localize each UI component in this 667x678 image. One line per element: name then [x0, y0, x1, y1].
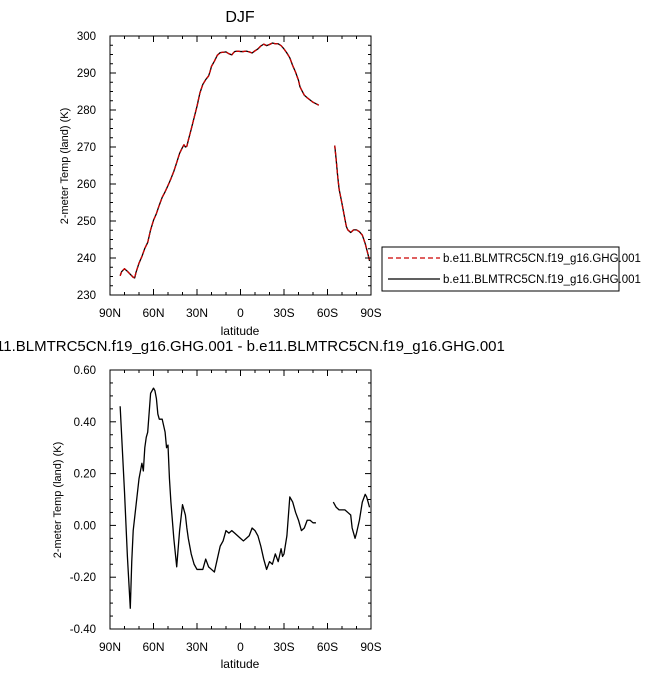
panel1-title: DJF: [225, 9, 255, 26]
panel2-ylabel: 2-meter Temp (land) (K): [52, 442, 64, 559]
panel1-ytick-label: 250: [77, 216, 96, 228]
panel2-ytick-label: 0.40: [74, 417, 96, 429]
panel1-ytick-label: 260: [77, 179, 96, 191]
panel1-tick-layer: [109, 35, 372, 296]
panel1-tick-labels: 90N 60N 30N 0 30S 60S 90S 230 240 250 260 270 280 290…: [77, 31, 382, 320]
legend-label-series-1: b.e11.BLMTRC5CN.f19_g16.GHG.001: [443, 253, 641, 265]
panel1-ytick-label: 240: [77, 253, 96, 265]
panel1-xtick-label: 60S: [317, 306, 338, 320]
panel2-ytick-label: 0.00: [74, 520, 96, 532]
panel2-xtick-label: 30S: [273, 640, 294, 654]
panel2-series-1-line-segment-1: [119, 387, 316, 609]
panel2-tick-labels: 90N 60N 30N 0 30S 60S 90S -0.40 -0.20 0.00 0.20 0.4…: [70, 365, 382, 654]
panel2-xtick-label: 60N: [142, 640, 164, 654]
panel1-ytick-label: 230: [77, 290, 96, 302]
panel2-series-layer: [119, 387, 371, 609]
panel1-ytick-label: 270: [77, 142, 96, 154]
panel2-xlabel: latitude: [221, 657, 260, 671]
panel1-ytick-label: 280: [77, 105, 96, 117]
panel2-xtick-label: 0: [237, 640, 244, 654]
panel1-series-2-line-segment-1: [119, 42, 320, 279]
panel2-xtick-label: 60S: [317, 640, 338, 654]
panel1-plot-frame: [109, 35, 372, 296]
panel1-ylabel: 2-meter Temp (land) (K): [59, 108, 71, 225]
panel2-xtick-label: 90S: [360, 640, 381, 654]
legend-label-series-2: b.e11.BLMTRC5CN.f19_g16.GHG.001: [443, 274, 641, 286]
panel1-xtick-label: 30S: [273, 306, 294, 320]
panel1-xtick-label: 90S: [360, 306, 381, 320]
panel2-ytick-label: -0.40: [70, 624, 96, 636]
panel1-xtick-label: 0: [237, 306, 244, 320]
panel-climatology: DJF 90N 60N 30N 0 30S 60S 90S 230 240 250 260 270 28…: [59, 9, 641, 338]
panel2-xtick-label: 30N: [186, 640, 208, 654]
panel2-ytick-label: 0.20: [74, 469, 96, 481]
panel-difference: b.e11.BLMTRC5CN.f19_g16.GHG.001 - b.e11.…: [0, 338, 505, 671]
panel1-series-1-line-segment-1: [119, 42, 320, 279]
panel1-series-1-line-segment-2: [334, 145, 371, 262]
panel1-series-layer: [119, 42, 371, 279]
panel1-xtick-label: 60N: [142, 306, 164, 320]
panel1-ytick-label: 290: [77, 68, 96, 80]
panel1-xtick-label: 90N: [99, 306, 121, 320]
panel1-ytick-label: 300: [77, 31, 96, 43]
panel1-xtick-label: 30N: [186, 306, 208, 320]
panel2-tick-layer: [109, 369, 372, 630]
panel1-xlabel: latitude: [221, 324, 260, 338]
legend-box: [381, 246, 620, 292]
panel2-xtick-label: 90N: [99, 640, 121, 654]
panel2-ytick-label: 0.60: [74, 365, 96, 377]
panel2-series-1-line-segment-2: [332, 493, 371, 539]
panel2-title: b.e11.BLMTRC5CN.f19_g16.GHG.001 - b.e11.…: [0, 338, 505, 355]
panel1-series-2-line-segment-2: [334, 145, 371, 262]
panel2-ytick-label: -0.20: [70, 572, 96, 584]
panel1-legend: b.e11.BLMTRC5CN.f19_g16.GHG.001 b.e11.BL…: [381, 246, 641, 292]
